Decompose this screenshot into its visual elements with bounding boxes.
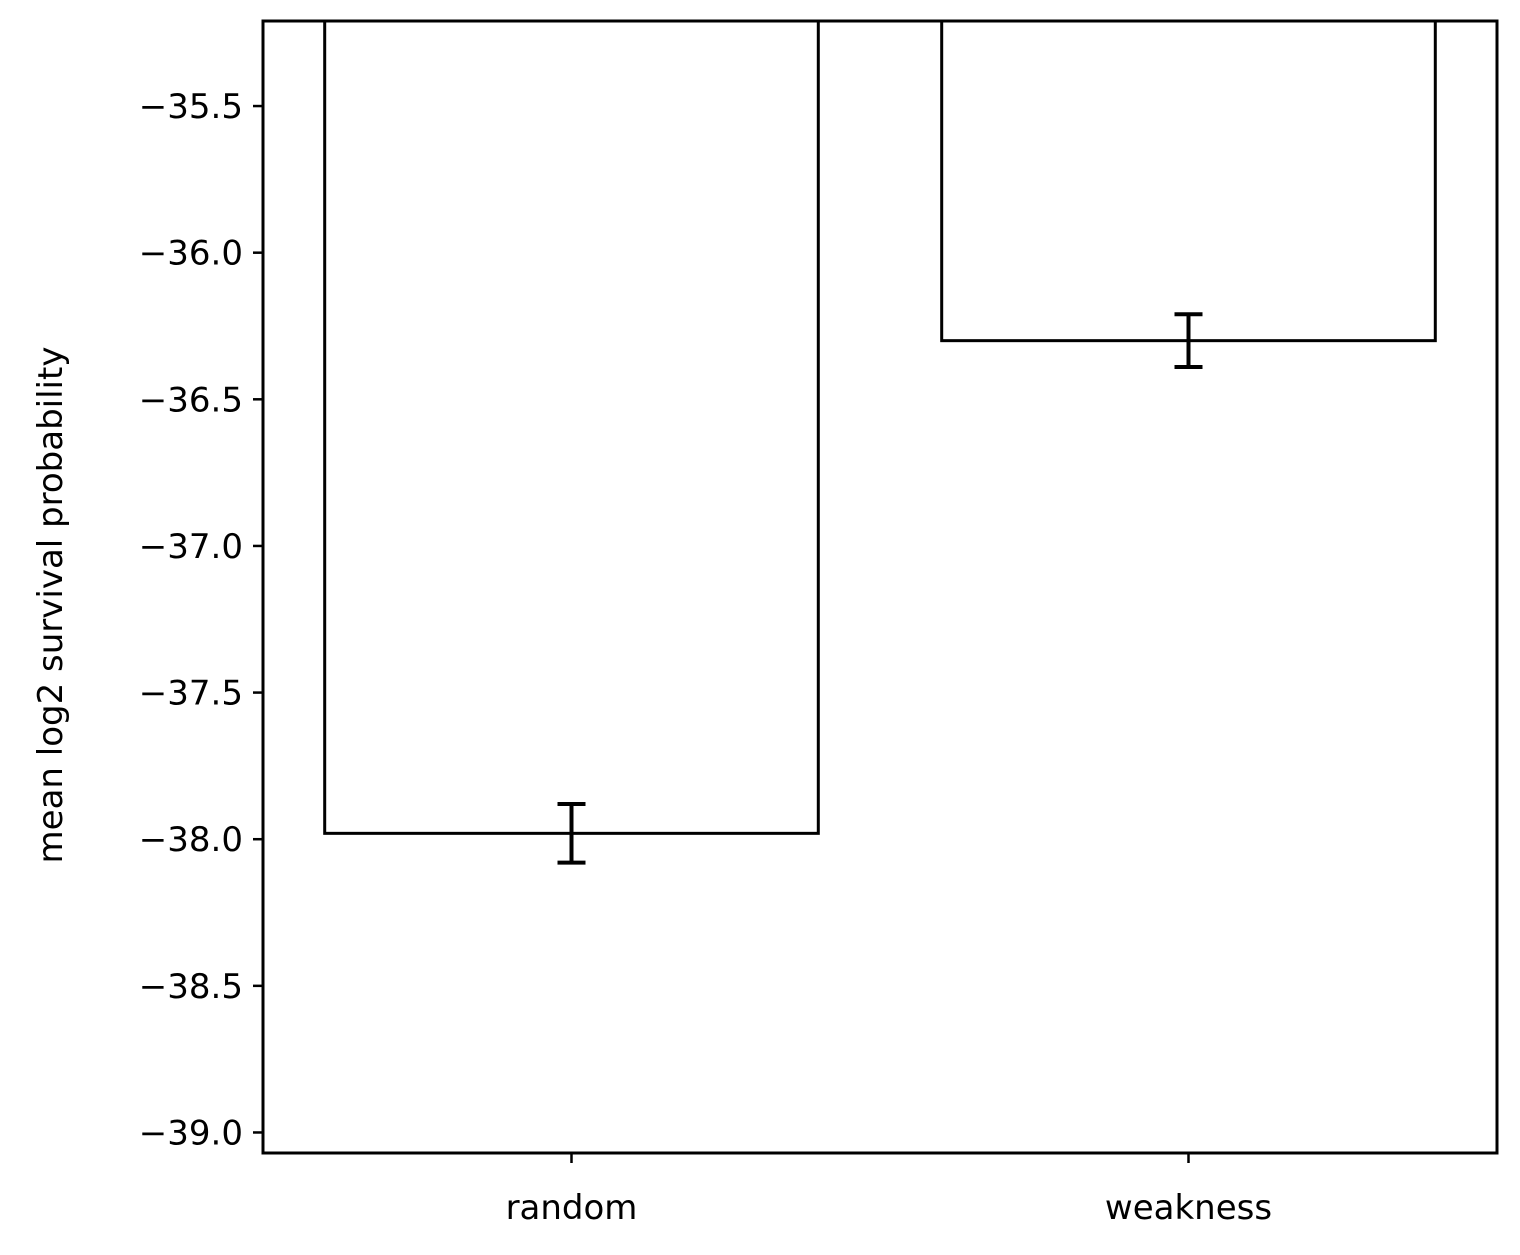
x-axis-ticks: random weakness [506,1153,1272,1228]
y-tick-label: −36.0 [139,234,243,274]
y-tick-label: −37.5 [139,674,243,714]
y-tick-label: −39.0 [139,1113,243,1153]
y-tick-label: −38.0 [139,820,243,860]
bar-weakness [940,21,1437,343]
y-axis-label: mean log2 survival probability [31,347,71,864]
bars-layer [323,21,1437,835]
error-bar-weakness [1174,312,1203,370]
y-tick-label: −38.5 [139,967,243,1007]
error-bars-layer [557,312,1203,865]
x-tick-label: random [506,1188,638,1228]
y-tick-label: −35.5 [139,87,243,127]
y-axis-ticks: −35.5 −36.0 −36.5 −37.0 −37.5 −38.0 −38.5 −39.0 [139,87,263,1153]
error-bar-random [557,802,586,865]
y-tick-label: −37.0 [139,527,243,567]
y-tick-label: −36.5 [139,380,243,420]
bar-random [323,21,820,835]
plot-frame [261,19,1499,1155]
x-tick-label: weakness [1105,1188,1272,1228]
